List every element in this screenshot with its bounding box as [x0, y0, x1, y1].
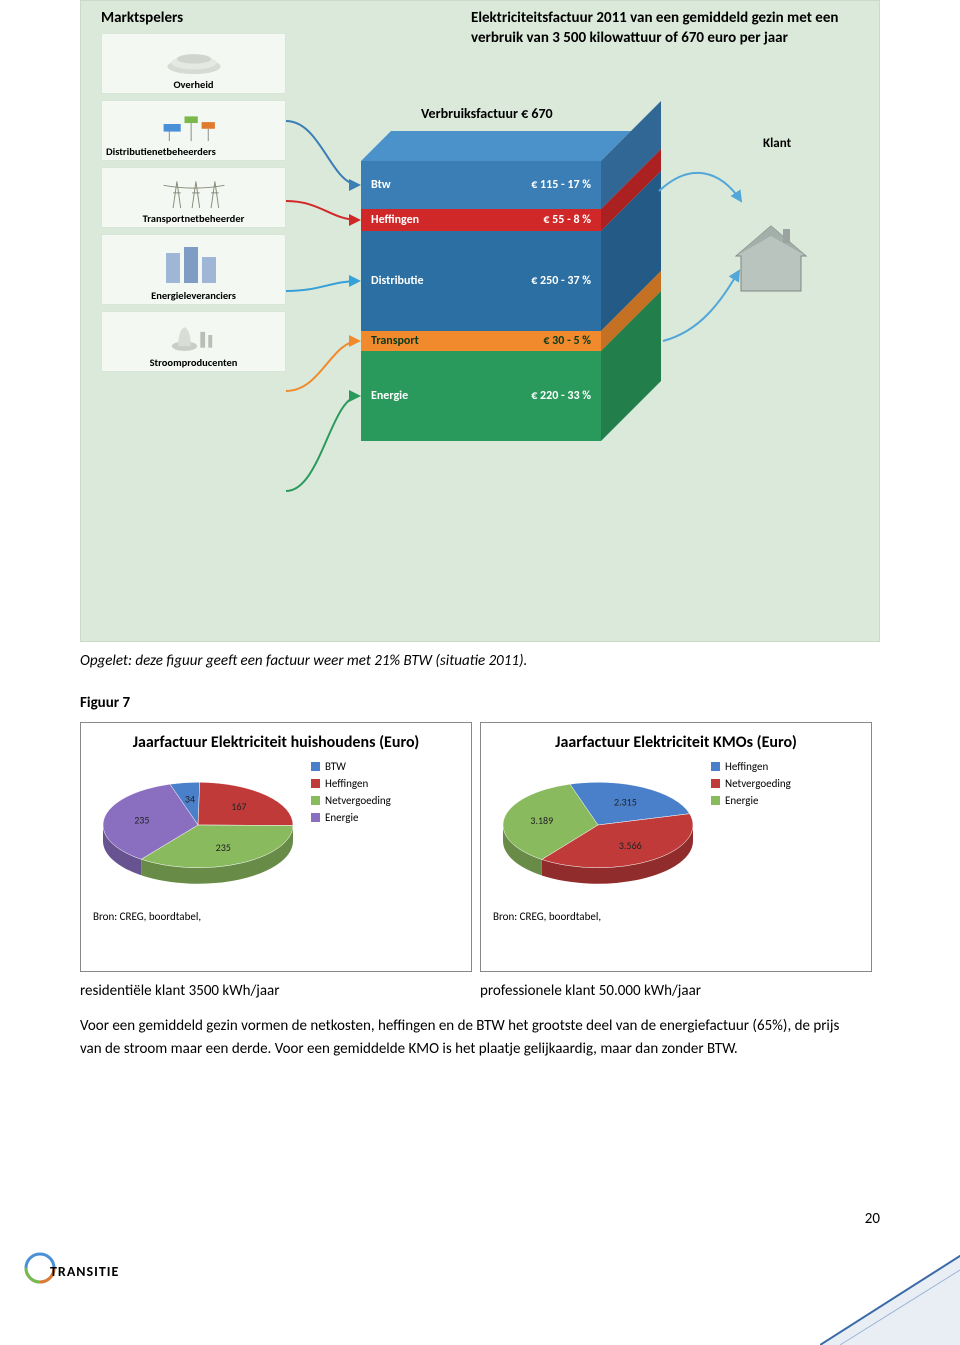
pie-chart-panel: Jaarfactuur Elektriciteit huishoudens (E…	[80, 722, 880, 972]
legend-item: Heffingen	[311, 777, 391, 790]
legend-label: Heffingen	[725, 760, 768, 773]
market-player-card: Distributienetbeheerders	[101, 100, 286, 161]
legend-label: Heffingen	[325, 777, 368, 790]
page-corner-decoration	[820, 1165, 960, 1345]
layer-label: Energie	[371, 389, 408, 403]
pie-slice-label: 2.315	[614, 796, 637, 809]
brand-label: TRANSITIE	[50, 1263, 119, 1280]
electricity-bill-infographic: Marktspelers Overheid Distributienetbehee…	[80, 0, 880, 642]
card-illustration-icon	[154, 38, 234, 76]
infographic-headline: Elektriciteitsfactuur 2011 van een gemid…	[471, 9, 841, 48]
pie-slice-label: 3.189	[530, 814, 553, 827]
cube-layer: Distributie € 250 - 37 %	[361, 231, 601, 331]
pie-source: Bron: CREG, boordtabel,	[93, 910, 459, 923]
legend-swatch	[711, 779, 720, 788]
pie-sublabel: professionele klant 50.000 kWh/jaar	[480, 982, 872, 1000]
layer-label: Heffingen	[371, 213, 419, 227]
market-player-card: Overheid	[101, 33, 286, 94]
layer-label: Transport	[371, 334, 419, 348]
legend-swatch	[311, 813, 320, 822]
pie-slice-label: 167	[231, 800, 246, 813]
legend-swatch	[711, 762, 720, 771]
legend-swatch	[311, 779, 320, 788]
legend-item: Heffingen	[711, 760, 791, 773]
layer-label: Btw	[371, 178, 391, 192]
card-illustration-icon	[154, 172, 234, 210]
cube-layer: Energie € 220 - 33 %	[361, 351, 601, 441]
pie-slice-label: 3.566	[619, 839, 642, 852]
figure-7-label: Figuur 7	[80, 694, 880, 712]
card-label: Stroomproducenten	[150, 356, 238, 369]
pie-source: Bron: CREG, boordtabel,	[493, 910, 859, 923]
infographic-caption: Opgelet: deze figuur geeft een factuur w…	[80, 652, 880, 670]
cube-layer: Transport € 30 - 5 %	[361, 331, 601, 351]
legend-item: Energie	[711, 794, 791, 807]
market-player-card: Stroomproducenten	[101, 311, 286, 372]
card-label: Overheid	[173, 78, 213, 91]
pie-sublabel: residentiële klant 3500 kWh/jaar	[80, 982, 472, 1000]
legend-item: Netvergoeding	[711, 777, 791, 790]
cube-layer: Btw € 115 - 17 %	[361, 161, 601, 209]
pie-title: Jaarfactuur Elektriciteit KMOs (Euro)	[493, 733, 859, 752]
legend-label: Netvergoeding	[325, 794, 391, 807]
pie-chart: 34 167 235 235	[93, 760, 303, 896]
pie-chart-box: Jaarfactuur Elektriciteit huishoudens (E…	[80, 722, 472, 972]
pie-title: Jaarfactuur Elektriciteit huishoudens (E…	[93, 733, 459, 752]
house-icon	[721, 201, 821, 301]
bill-breakdown-cube: Btw € 115 - 17 % Heffingen € 55 - 8 % Distri…	[361, 131, 671, 481]
pie-slice-label: 235	[134, 814, 149, 827]
layer-value: € 115 - 17 %	[531, 178, 591, 192]
pie-chart: 2.315 3.566 3.189	[493, 760, 703, 896]
layer-value: € 250 - 37 %	[531, 274, 591, 288]
card-label: Distributienetbeheerders	[106, 145, 216, 158]
verbruiksfactuur-title: Verbruiksfactuur € 670	[421, 105, 553, 122]
layer-value: € 220 - 33 %	[531, 389, 591, 403]
body-paragraph: Voor een gemiddeld gezin vormen de netko…	[80, 1015, 840, 1060]
card-illustration-icon	[154, 239, 234, 287]
legend-label: Energie	[725, 794, 758, 807]
card-label: Energieleveranciers	[151, 289, 236, 302]
legend-swatch	[311, 762, 320, 771]
legend-label: Netvergoeding	[725, 777, 791, 790]
legend-swatch	[711, 796, 720, 805]
pie-slice-label: 235	[216, 841, 231, 854]
legend-swatch	[311, 796, 320, 805]
legend-label: BTW	[325, 760, 346, 773]
cube-layer: Heffingen € 55 - 8 %	[361, 209, 601, 231]
market-player-card: Transportnetbeheerder	[101, 167, 286, 228]
legend-item: Energie	[311, 811, 391, 824]
pie-slice-label: 34	[185, 793, 195, 806]
pie-chart-box: Jaarfactuur Elektriciteit KMOs (Euro) 2.3…	[480, 722, 872, 972]
legend-item: BTW	[311, 760, 391, 773]
layer-value: € 55 - 8 %	[543, 213, 591, 227]
legend-item: Netvergoeding	[311, 794, 391, 807]
market-player-card: Energieleveranciers	[101, 234, 286, 305]
page-footer: 20 TRANSITIE	[80, 1210, 880, 1270]
klant-label: Klant	[763, 136, 791, 151]
card-illustration-icon	[154, 105, 234, 143]
card-label: Transportnetbeheerder	[143, 212, 245, 225]
marktspelers-title: Marktspelers	[101, 9, 301, 27]
pie-legend: BTW Heffingen Netvergoeding Energie	[311, 760, 391, 828]
card-illustration-icon	[154, 316, 234, 354]
legend-label: Energie	[325, 811, 358, 824]
pie-legend: Heffingen Netvergoeding Energie	[711, 760, 791, 811]
layer-label: Distributie	[371, 274, 423, 288]
layer-value: € 30 - 5 %	[543, 334, 591, 348]
